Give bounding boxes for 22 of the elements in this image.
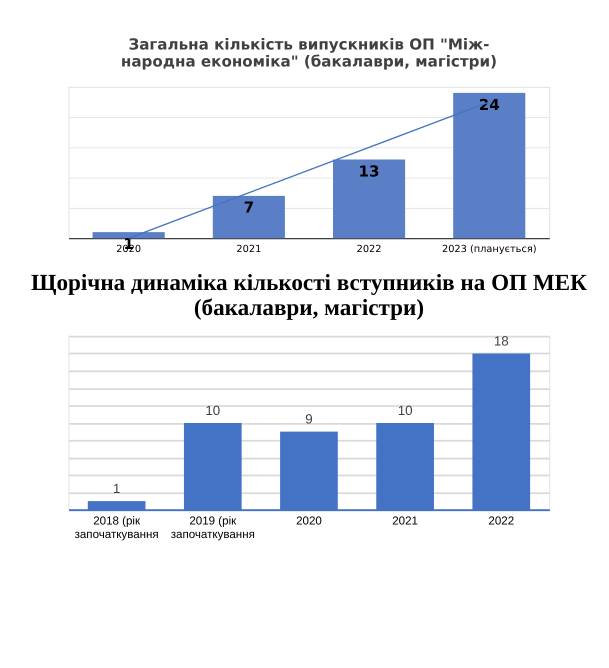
- x-tick-label: 2021: [392, 515, 418, 528]
- data-label: 18: [494, 333, 509, 348]
- data-label: 10: [398, 402, 413, 418]
- x-tick-label: 2021: [236, 244, 262, 255]
- x-tick-label: 2023 (планується): [442, 244, 537, 255]
- bar: [453, 92, 526, 238]
- chart-title: Загальна кількість випускників ОП "Між- народна економіка" (бакалаври, магістри): [120, 35, 498, 70]
- chart-title: Щорічна динаміка кількості вступників на ОП МЕК (бакалаври, магістри): [31, 270, 588, 321]
- data-label: 13: [358, 162, 380, 180]
- bar: [332, 159, 406, 238]
- data-label: 10: [205, 402, 220, 418]
- data-label: 1: [112, 481, 120, 496]
- x-tick-label: 2018 (рік започаткування: [74, 515, 159, 541]
- x-tick-label: 2019 (рік започаткування: [170, 515, 255, 541]
- x-tick-label: 2022: [356, 244, 382, 255]
- data-label: 7: [244, 198, 254, 217]
- x-tick-label: 2022: [488, 515, 514, 528]
- data-label: 24: [478, 96, 500, 114]
- x-tick-label: 2020: [296, 515, 322, 528]
- data-label: 9: [305, 412, 313, 427]
- bar: [92, 232, 165, 238]
- bar: [212, 196, 285, 238]
